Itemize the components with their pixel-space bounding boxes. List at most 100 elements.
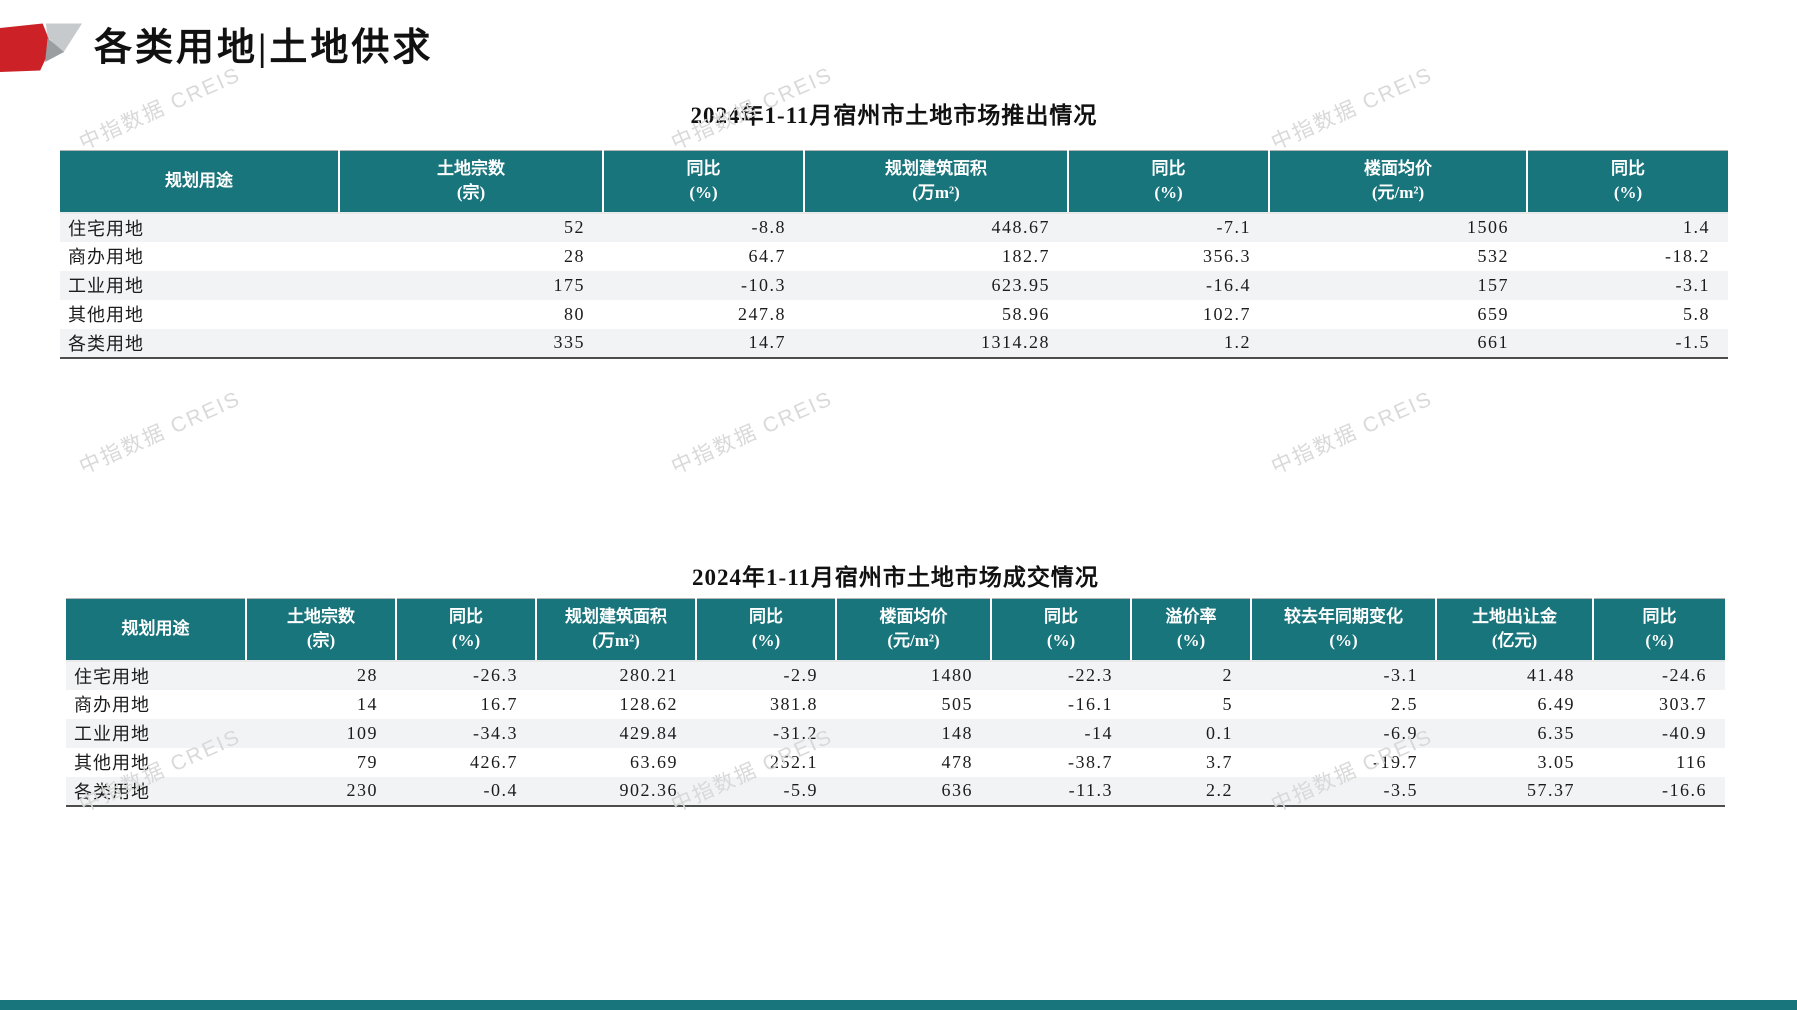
column-header: 同比 (%) — [1068, 150, 1270, 214]
row-label: 工业用地 — [74, 724, 150, 744]
column-header: 土地宗数 (宗) — [339, 150, 604, 214]
column-header: 同比 (%) — [1527, 150, 1728, 214]
data-cell: 57.37 — [1436, 776, 1593, 807]
data-cell: 623.95 — [991, 274, 1050, 295]
transaction-table-title: 2024年1-11月宿州市土地市场成交情况 — [692, 565, 1099, 590]
data-cell: 448.67 — [991, 217, 1050, 237]
data-cell: 5 — [1222, 693, 1233, 714]
data-cell: -3.5 — [1251, 776, 1436, 807]
data-cell: 0.1 — [1206, 722, 1233, 743]
page-title: 各类用地|土地供求 — [94, 27, 434, 69]
table-row: 其他用地 80 247.8 58.96 102.7 659 5.8 — [60, 299, 1728, 329]
data-cell: 381.8 — [770, 693, 818, 714]
row-label: 住宅用地 — [68, 218, 144, 239]
row-label: 商办用地 — [74, 695, 150, 715]
data-cell: 478 — [941, 751, 973, 772]
data-cell: -34.3 — [473, 722, 518, 743]
launch-table-title: 2024年1-11月宿州市土地市场推出情况 — [690, 103, 1098, 128]
data-cell: 28 — [564, 245, 585, 266]
data-cell: -1.5 — [1527, 328, 1728, 359]
data-cell: -6.9 — [1383, 722, 1418, 743]
data-cell: 2 — [1222, 665, 1233, 685]
data-cell: 16.7 — [480, 693, 518, 714]
column-header: 土地宗数 (宗) — [246, 598, 397, 662]
data-cell: -18.2 — [1665, 245, 1710, 266]
data-cell: -3.1 — [1675, 274, 1710, 295]
data-cell: -26.3 — [473, 665, 518, 685]
data-cell: 426.7 — [470, 751, 518, 772]
data-cell: 532 — [1477, 245, 1509, 266]
data-cell: -7.1 — [1216, 217, 1251, 237]
data-cell: 3.7 — [1206, 751, 1233, 772]
row-label: 工业用地 — [68, 276, 144, 296]
data-cell: 661 — [1269, 328, 1527, 359]
column-header: 同比 (%) — [603, 150, 805, 214]
row-label: 住宅用地 — [74, 666, 150, 687]
data-cell: -24.6 — [1662, 665, 1707, 685]
data-cell: 58.96 — [1002, 303, 1050, 324]
data-cell: -2.9 — [783, 665, 818, 685]
table-row: 商办用地 14 16.7 128.62 381.8 505 -16.1 5 2.5 6.49 303… — [66, 689, 1725, 719]
data-cell: 230 — [246, 776, 396, 807]
column-header: 同比 (%) — [696, 598, 837, 662]
logo-red-shape — [0, 23, 52, 72]
creis-logo-icon — [0, 22, 82, 72]
data-cell: 109 — [346, 722, 378, 743]
transaction-table: 规划用途 土地宗数 (宗) 同比 (%) 规划建筑面积 (万m²) 同比 (%) 楼面均价 (元/m… — [66, 598, 1725, 807]
data-cell: 335 — [339, 328, 603, 359]
data-cell: 252.1 — [770, 751, 818, 772]
row-label: 各类用地 — [60, 328, 339, 359]
column-header: 较去年同期变化 (%) — [1251, 598, 1437, 662]
data-cell: 14 — [357, 693, 378, 714]
table-row: 商办用地 28 64.7 182.7 356.3 532 -18.2 — [60, 241, 1728, 271]
watermark: 中指数据 CREIS — [1267, 387, 1437, 479]
data-cell: -40.9 — [1662, 722, 1707, 743]
data-cell: 14.7 — [603, 328, 804, 359]
data-cell: -11.3 — [991, 776, 1131, 807]
row-label: 商办用地 — [68, 247, 144, 267]
header-row: 规划用途 土地宗数 (宗) 同比 (%) 规划建筑面积 (万m²) 同比 (%) 楼面均价 (元/m… — [60, 150, 1728, 214]
data-cell: 659 — [1477, 303, 1509, 324]
data-cell: 63.69 — [630, 751, 678, 772]
column-header: 楼面均价 (元/m²) — [836, 598, 992, 662]
data-cell: 636 — [836, 776, 991, 807]
data-cell: 80 — [564, 303, 585, 324]
data-cell: -10.3 — [741, 274, 786, 295]
data-cell: -38.7 — [1068, 751, 1113, 772]
data-cell: 182.7 — [1002, 245, 1050, 266]
table-row: 住宅用地 28 -26.3 280.21 -2.9 1480 -22.3 2 -3.1 41.48… — [66, 660, 1725, 690]
data-cell: 356.3 — [1203, 245, 1251, 266]
data-cell: 2.2 — [1131, 776, 1251, 807]
data-cell: 280.21 — [619, 665, 678, 685]
data-cell: -22.3 — [1068, 665, 1113, 685]
data-cell: 1.4 — [1683, 217, 1710, 237]
watermark: 中指数据 CREIS — [667, 387, 837, 479]
data-cell: 6.35 — [1537, 722, 1575, 743]
data-cell: 3.05 — [1537, 751, 1575, 772]
column-header: 规划用途 — [66, 598, 247, 662]
data-cell: -16.1 — [1068, 693, 1113, 714]
header-row: 规划用途 土地宗数 (宗) 同比 (%) 规划建筑面积 (万m²) 同比 (%) 楼面均价 (元/m… — [66, 598, 1725, 662]
data-cell: -19.7 — [1373, 751, 1418, 772]
data-cell: 1314.28 — [804, 328, 1068, 359]
column-header: 规划建筑面积 (万m²) — [536, 598, 697, 662]
row-label: 各类用地 — [66, 776, 246, 807]
column-header: 规划建筑面积 (万m²) — [804, 150, 1069, 214]
data-cell: 64.7 — [748, 245, 786, 266]
data-cell: 79 — [357, 751, 378, 772]
data-cell: 102.7 — [1203, 303, 1251, 324]
column-header: 楼面均价 (元/m²) — [1269, 150, 1528, 214]
column-header: 土地出让金 (亿元) — [1436, 598, 1594, 662]
table-row: 工业用地 109 -34.3 429.84 -31.2 148 -14 0.1 -6.9 6.35… — [66, 718, 1725, 748]
data-cell: -14 — [1084, 722, 1113, 743]
data-cell: 303.7 — [1659, 693, 1707, 714]
data-cell: -5.9 — [696, 776, 836, 807]
data-cell: -31.2 — [773, 722, 818, 743]
data-cell: 6.49 — [1537, 693, 1575, 714]
data-cell: 1.2 — [1068, 328, 1269, 359]
data-cell: 128.62 — [619, 693, 678, 714]
data-cell: 1480 — [931, 665, 973, 685]
column-header: 溢价率 (%) — [1131, 598, 1252, 662]
data-cell: 2.5 — [1391, 693, 1418, 714]
row-label: 其他用地 — [74, 753, 150, 773]
